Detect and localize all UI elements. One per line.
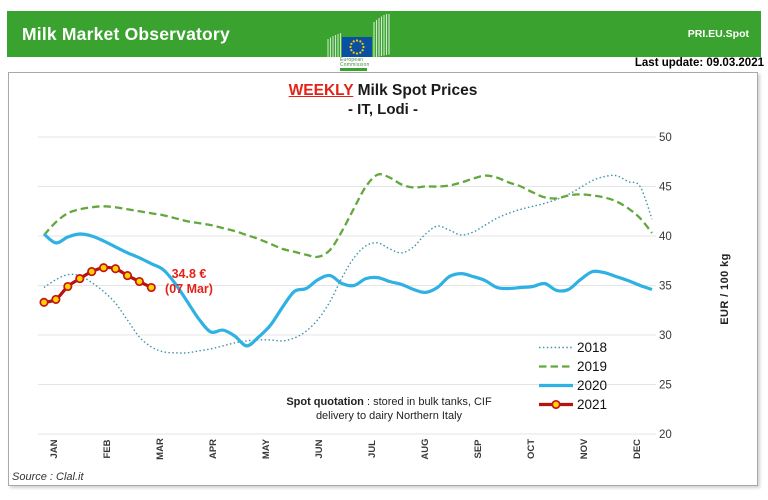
source-label: Source : Clal.it — [12, 471, 84, 483]
legend-line-icon-2018 — [539, 346, 573, 349]
price-annotation: 34.8 € (07 Mar) — [146, 267, 232, 297]
legend-label-2021: 2021 — [577, 397, 608, 412]
legend-line-icon-2019 — [539, 365, 573, 368]
note-rest: : stored in bulk tanks, CIF — [363, 396, 492, 408]
chart-title: WEEKLY Milk Spot Prices — [8, 82, 758, 100]
chart-subtitle: - IT, Lodi - — [348, 101, 418, 118]
y-axis-title: EUR / 100 kg — [719, 253, 731, 325]
eu-commission-logo — [325, 14, 393, 72]
legend-label-2020: 2020 — [577, 378, 608, 393]
legend-line-icon-2020 — [539, 383, 573, 388]
legend-label-2019: 2019 — [577, 359, 608, 374]
logo-underline — [340, 68, 367, 71]
legend-item-2021: 2021 — [538, 395, 607, 414]
note-line2: delivery to dairy Northern Italy — [315, 410, 463, 422]
header-code-label: PRI.EU.Spot — [687, 28, 749, 40]
logo-caption: European Commission — [340, 58, 370, 67]
last-update-label: Last update: 09.03.2021 — [634, 57, 764, 69]
legend-item-2019: 2019 — [538, 357, 607, 376]
legend-line-icon-2021 — [539, 399, 573, 410]
chart-panel — [8, 72, 758, 486]
chart-title-rest: Milk Spot Prices — [353, 82, 478, 99]
chart-title-highlight: WEEKLY — [288, 82, 354, 99]
logo-caption-line1: European — [340, 57, 364, 63]
note-line1: Spot quotation : stored in bulk tanks, C… — [244, 395, 534, 409]
eu-flag-icon — [327, 14, 390, 60]
app-title: Milk Market Observatory — [22, 23, 230, 44]
annotation-date: (07 Mar) — [165, 282, 213, 296]
legend-item-2020: 2020 — [538, 376, 607, 395]
logo-caption-line2: Commission — [340, 61, 370, 68]
legend-label-2018: 2018 — [577, 340, 608, 355]
legend: 2018 2019 2020 2021 — [538, 338, 607, 414]
spot-quotation-note: Spot quotation : stored in bulk tanks, C… — [244, 395, 534, 423]
annotation-value: 34.8 € — [171, 267, 207, 281]
note-bold: Spot quotation — [286, 396, 364, 408]
legend-item-2018: 2018 — [538, 338, 607, 357]
